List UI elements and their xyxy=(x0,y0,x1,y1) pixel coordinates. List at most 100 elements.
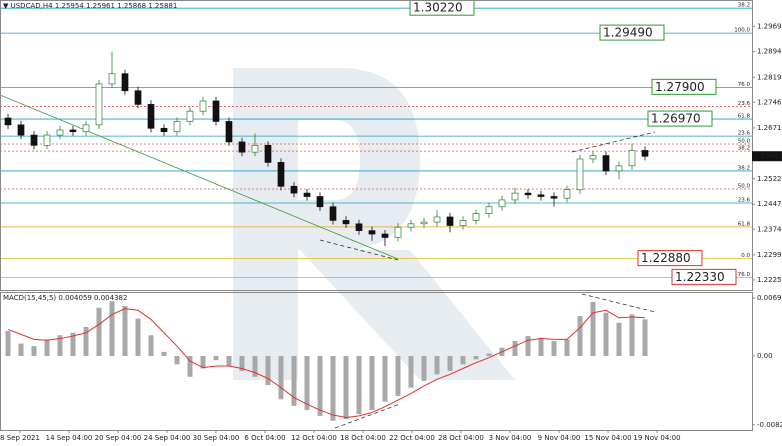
candle-body xyxy=(381,233,389,238)
macd-bar xyxy=(629,314,635,357)
candle-body xyxy=(147,104,155,129)
candle-body xyxy=(615,165,623,172)
macd-header: MACD(15,45,5) 0.004059 0.004382 xyxy=(3,294,127,302)
fib-label: 50.0 xyxy=(738,138,751,144)
price-box-label: 1.30220 xyxy=(413,1,463,15)
y-tick-label: -0.00828 xyxy=(757,421,782,429)
fib-label: 38.2 xyxy=(738,146,750,152)
candle-body xyxy=(316,196,324,208)
x-tick-label: 15 Nov 04:00 xyxy=(584,434,631,442)
macd-bar xyxy=(330,356,336,421)
macd-bar xyxy=(421,356,427,381)
price-box-label: 1.27900 xyxy=(655,80,705,94)
fib-label: 38.2 xyxy=(738,165,750,171)
macd-bar xyxy=(473,356,479,360)
high: 1.25961 xyxy=(86,2,115,10)
symbol: USDCAD,H4 xyxy=(11,2,54,10)
fib-label: 76.0 xyxy=(738,272,751,278)
price-box-label: 1.26970 xyxy=(651,112,701,126)
signal-line xyxy=(7,308,646,419)
macd-bar xyxy=(265,356,271,386)
candle-body xyxy=(225,121,233,143)
x-tick-label: 24 Sep 04:00 xyxy=(144,434,191,442)
fib-label: 50.0 xyxy=(738,184,751,190)
macd-bar xyxy=(187,356,193,377)
macd-bar xyxy=(70,332,76,357)
y-tick-label: 1.29695 xyxy=(757,22,782,30)
candle-body xyxy=(420,221,428,225)
candle-body xyxy=(394,226,402,238)
candle-body xyxy=(407,223,415,228)
candle-body xyxy=(329,206,337,221)
x-tick-label: 28 Oct 04:00 xyxy=(438,434,484,442)
low: 1.25868 xyxy=(117,2,146,10)
candle-body xyxy=(524,192,532,196)
candle-body xyxy=(433,216,441,223)
macd-bar xyxy=(122,306,128,357)
candle-body xyxy=(511,192,519,201)
x-tick-label: 3 Nov 04:00 xyxy=(489,434,532,442)
macd-bar xyxy=(434,356,440,375)
candle-body xyxy=(4,117,12,126)
macd-bar xyxy=(369,356,375,411)
fib-label: 61.8 xyxy=(738,221,751,227)
y-tick-label: 1.22255 xyxy=(757,276,782,284)
dropdown-icon[interactable]: ▼ xyxy=(3,2,11,10)
open: 1.25954 xyxy=(55,2,84,10)
price-box xyxy=(671,268,737,285)
y-tick-label: 1.23740 xyxy=(757,225,782,233)
macd-bar xyxy=(603,312,609,357)
macd-bar xyxy=(174,356,180,365)
current-price-label: 1.25881 xyxy=(754,152,782,160)
macd-bar xyxy=(44,339,50,357)
fib-label: 76.0 xyxy=(738,82,751,88)
candle-body xyxy=(303,192,311,197)
candle-body xyxy=(498,199,506,208)
macd-bar xyxy=(538,337,544,357)
x-tick-label: 14 Sep 04:00 xyxy=(46,434,93,442)
candle-body xyxy=(472,213,480,221)
candle-body xyxy=(485,206,493,214)
macd-bar xyxy=(317,356,323,416)
candle-body xyxy=(82,124,90,133)
macd-bar xyxy=(278,356,284,400)
macd-bar xyxy=(395,356,401,396)
y-tick-label: 1.24475 xyxy=(757,200,782,208)
x-tick-label: 30 Sep 04:00 xyxy=(193,434,240,442)
y-tick-label: 1.28945 xyxy=(757,48,782,56)
macd-bar xyxy=(226,356,232,366)
macd-bar xyxy=(148,335,154,357)
candle-body xyxy=(355,223,363,231)
candle-body xyxy=(212,100,220,122)
macd-bar xyxy=(590,301,596,357)
candle-body xyxy=(277,162,285,187)
x-tick-label: 6 Oct 04:00 xyxy=(244,434,285,442)
candle-body xyxy=(56,129,64,136)
price-box-label: 1.22880 xyxy=(641,251,691,265)
watermark-logo-leg xyxy=(300,250,515,380)
candle-body xyxy=(238,141,246,153)
macd-bar xyxy=(564,339,570,357)
y-tick-label: 1.22990 xyxy=(757,251,782,259)
macd-bar xyxy=(96,307,102,357)
candle-body xyxy=(134,90,142,105)
macd-panel-border xyxy=(0,292,753,431)
candle-body xyxy=(550,196,558,199)
candle-body xyxy=(602,155,610,172)
price-box xyxy=(599,24,665,41)
current-price-box xyxy=(752,151,782,162)
signal-value: 0.004382 xyxy=(94,294,127,302)
x-tick-label: 8 Sep 2021 xyxy=(0,434,40,442)
x-tick-label: 22 Oct 04:00 xyxy=(389,434,435,442)
divergence-line xyxy=(581,293,656,313)
candle-body xyxy=(641,150,649,157)
watermark-logo xyxy=(233,68,420,380)
candle-body xyxy=(537,194,545,197)
macd-bar xyxy=(18,343,24,357)
y-tick-label: 1.26710 xyxy=(757,124,782,132)
candle-body xyxy=(69,129,77,133)
close: 1.25881 xyxy=(148,2,177,10)
macd-bar xyxy=(343,356,349,420)
candle-body xyxy=(121,73,129,92)
x-tick-label: 12 Oct 04:00 xyxy=(291,434,337,442)
